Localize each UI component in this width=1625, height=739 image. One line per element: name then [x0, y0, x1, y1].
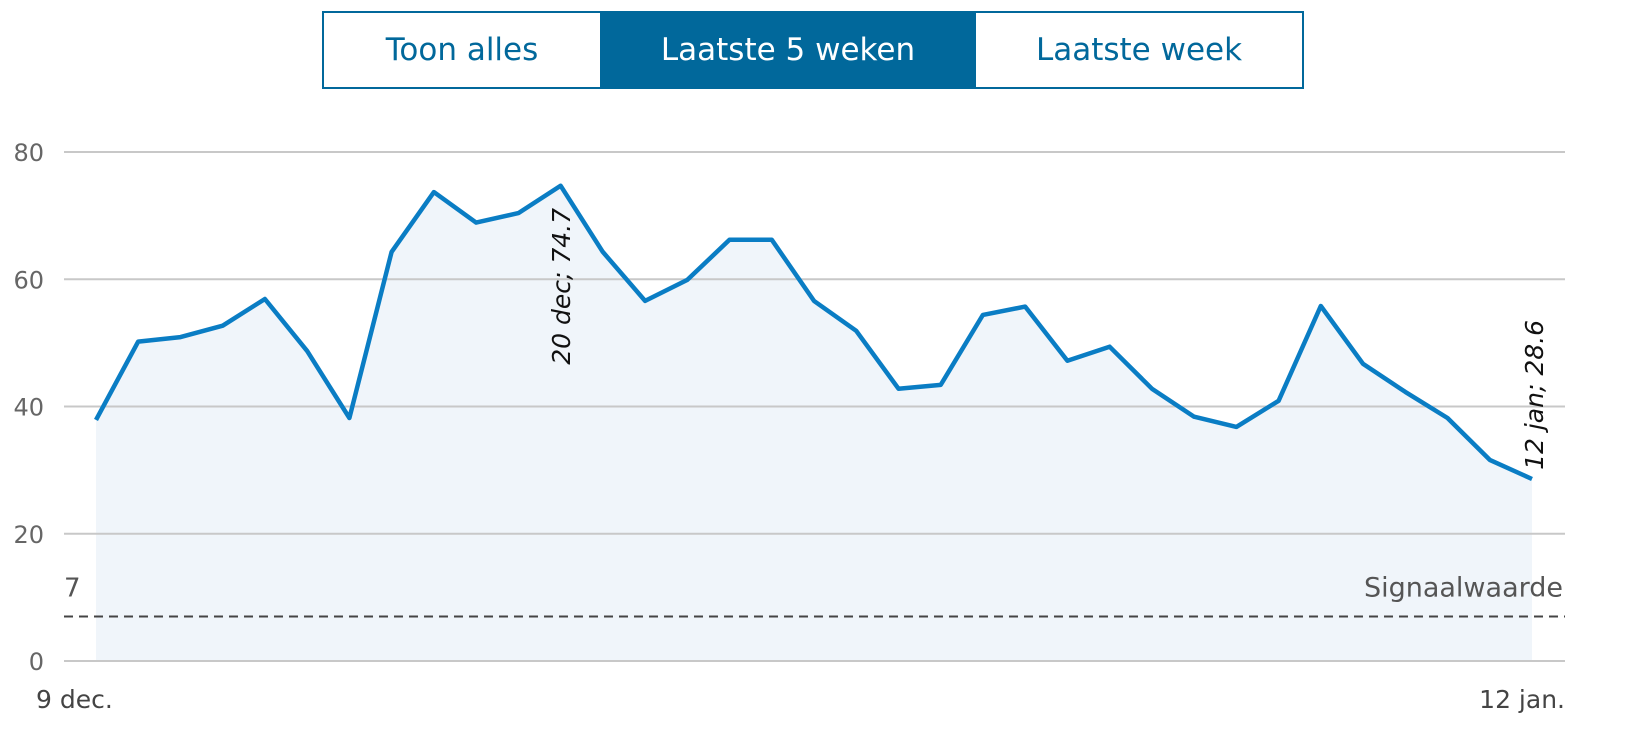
area	[96, 185, 1532, 661]
line	[94, 183, 1533, 482]
range-button[interactable]: Toon alles	[324, 13, 600, 87]
x-tick-label: 9 dec.	[36, 685, 113, 714]
y-tick-label: 80	[13, 139, 44, 167]
reference-value: 7	[64, 573, 81, 603]
annotation: 20 dec; 74.7	[547, 208, 576, 365]
y-tick-label: 60	[13, 266, 44, 294]
reference-label: Signaalwaarde	[1364, 572, 1563, 603]
y-tick-label: 40	[13, 394, 44, 422]
range-toggle: Toon alles Laatste 5 weken Laatste week	[322, 11, 1304, 89]
annotation: 12 jan; 28.6	[1520, 320, 1549, 470]
x-tick-label: 12 jan.	[1479, 685, 1565, 714]
y-tick-label: 0	[29, 648, 44, 676]
range-button[interactable]: Laatste 5 weken	[600, 13, 976, 87]
y-tick-label: 20	[13, 521, 44, 549]
range-button[interactable]: Laatste week	[976, 13, 1302, 87]
